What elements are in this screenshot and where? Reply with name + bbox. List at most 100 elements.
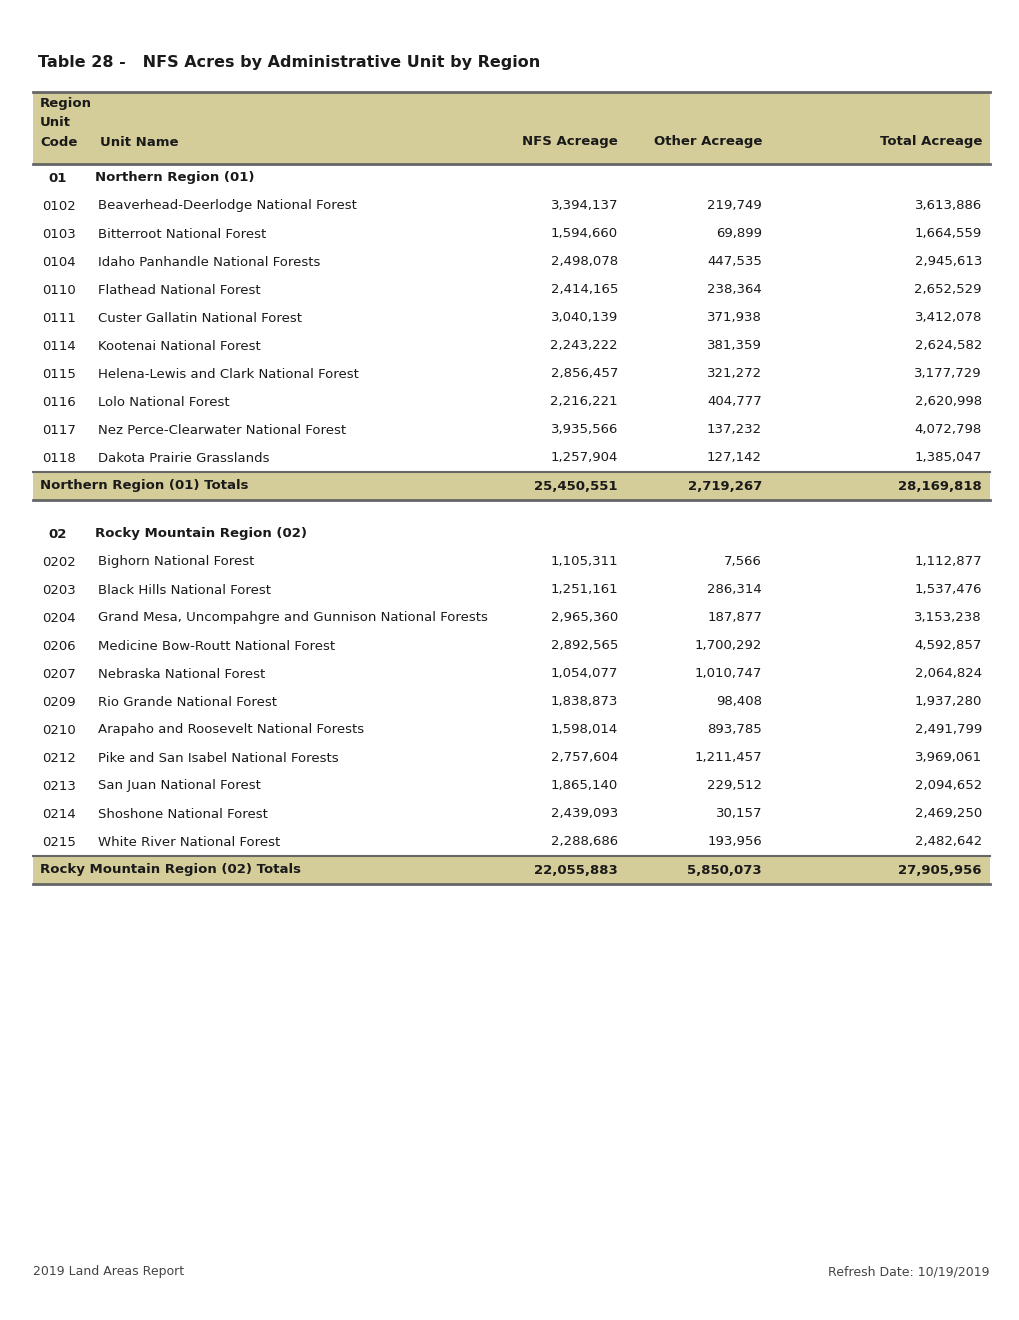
Text: 2,064,824: 2,064,824 — [914, 668, 981, 681]
Text: 238,364: 238,364 — [706, 284, 761, 297]
Text: 1,257,904: 1,257,904 — [550, 451, 618, 465]
Bar — [33, 855, 989, 884]
Text: Bighorn National Forest: Bighorn National Forest — [98, 556, 254, 569]
Text: Lolo National Forest: Lolo National Forest — [98, 396, 229, 408]
Text: Bitterroot National Forest: Bitterroot National Forest — [98, 227, 266, 240]
Text: Total Acreage: Total Acreage — [878, 136, 981, 149]
Text: 447,535: 447,535 — [706, 256, 761, 268]
Text: 01: 01 — [48, 172, 66, 185]
Text: Northern Region (01) Totals: Northern Region (01) Totals — [40, 479, 249, 492]
Text: 2,439,093: 2,439,093 — [550, 808, 618, 821]
Text: 219,749: 219,749 — [706, 199, 761, 213]
Text: 381,359: 381,359 — [706, 339, 761, 352]
Text: 2019 Land Areas Report: 2019 Land Areas Report — [33, 1266, 184, 1279]
Text: 4,072,798: 4,072,798 — [914, 424, 981, 437]
Text: 2,856,457: 2,856,457 — [550, 367, 618, 380]
Text: 30,157: 30,157 — [714, 808, 761, 821]
Text: 02: 02 — [48, 528, 66, 540]
Text: Idaho Panhandle National Forests: Idaho Panhandle National Forests — [98, 256, 320, 268]
Text: 2,892,565: 2,892,565 — [550, 639, 618, 652]
Text: 0213: 0213 — [42, 780, 75, 792]
Text: 321,272: 321,272 — [706, 367, 761, 380]
Text: Refresh Date: 10/19/2019: Refresh Date: 10/19/2019 — [827, 1266, 989, 1279]
Text: 371,938: 371,938 — [706, 312, 761, 325]
Text: 27,905,956: 27,905,956 — [898, 863, 981, 876]
Text: Nebraska National Forest: Nebraska National Forest — [98, 668, 265, 681]
Text: Dakota Prairie Grasslands: Dakota Prairie Grasslands — [98, 451, 269, 465]
Text: 5,850,073: 5,850,073 — [687, 863, 761, 876]
Text: 1,385,047: 1,385,047 — [914, 451, 981, 465]
Text: 893,785: 893,785 — [706, 723, 761, 737]
Text: 1,664,559: 1,664,559 — [914, 227, 981, 240]
Text: 1,211,457: 1,211,457 — [694, 751, 761, 764]
Text: 0111: 0111 — [42, 312, 75, 325]
Text: 0103: 0103 — [42, 227, 75, 240]
Text: Helena-Lewis and Clark National Forest: Helena-Lewis and Clark National Forest — [98, 367, 359, 380]
Text: 2,469,250: 2,469,250 — [914, 808, 981, 821]
Text: 1,598,014: 1,598,014 — [550, 723, 618, 737]
Text: NFS Acreage: NFS Acreage — [522, 136, 618, 149]
Text: Pike and San Isabel National Forests: Pike and San Isabel National Forests — [98, 751, 338, 764]
Text: Beaverhead-Deerlodge National Forest: Beaverhead-Deerlodge National Forest — [98, 199, 357, 213]
Text: 0116: 0116 — [42, 396, 75, 408]
Text: San Juan National Forest: San Juan National Forest — [98, 780, 261, 792]
Text: Unit Name: Unit Name — [100, 136, 178, 149]
Text: White River National Forest: White River National Forest — [98, 836, 280, 849]
Text: 3,177,729: 3,177,729 — [913, 367, 981, 380]
Text: Rocky Mountain Region (02) Totals: Rocky Mountain Region (02) Totals — [40, 863, 301, 876]
Text: Arapaho and Roosevelt National Forests: Arapaho and Roosevelt National Forests — [98, 723, 364, 737]
Text: Flathead National Forest: Flathead National Forest — [98, 284, 261, 297]
Text: 404,777: 404,777 — [706, 396, 761, 408]
Text: 2,414,165: 2,414,165 — [550, 284, 618, 297]
Text: Table 28 -   NFS Acres by Administrative Unit by Region: Table 28 - NFS Acres by Administrative U… — [38, 55, 540, 70]
Text: 0117: 0117 — [42, 424, 75, 437]
Text: 1,112,877: 1,112,877 — [913, 556, 981, 569]
Text: 7,566: 7,566 — [723, 556, 761, 569]
Text: 25,450,551: 25,450,551 — [534, 479, 618, 492]
Text: 3,969,061: 3,969,061 — [914, 751, 981, 764]
Text: 229,512: 229,512 — [706, 780, 761, 792]
Text: Black Hills National Forest: Black Hills National Forest — [98, 583, 271, 597]
Text: 187,877: 187,877 — [706, 611, 761, 624]
Text: 28,169,818: 28,169,818 — [898, 479, 981, 492]
Text: 22,055,883: 22,055,883 — [534, 863, 618, 876]
Text: 0104: 0104 — [42, 256, 75, 268]
Text: Shoshone National Forest: Shoshone National Forest — [98, 808, 268, 821]
Text: 193,956: 193,956 — [706, 836, 761, 849]
Text: 69,899: 69,899 — [715, 227, 761, 240]
Text: 0207: 0207 — [42, 668, 75, 681]
Text: 2,216,221: 2,216,221 — [550, 396, 618, 408]
Text: 1,700,292: 1,700,292 — [694, 639, 761, 652]
Text: 1,105,311: 1,105,311 — [550, 556, 618, 569]
Text: 2,945,613: 2,945,613 — [914, 256, 981, 268]
Text: 2,243,222: 2,243,222 — [550, 339, 618, 352]
Text: 0214: 0214 — [42, 808, 75, 821]
Text: 0110: 0110 — [42, 284, 75, 297]
Text: Kootenai National Forest: Kootenai National Forest — [98, 339, 261, 352]
Text: 3,394,137: 3,394,137 — [550, 199, 618, 213]
Text: 286,314: 286,314 — [706, 583, 761, 597]
Text: 2,624,582: 2,624,582 — [914, 339, 981, 352]
Text: 2,652,529: 2,652,529 — [914, 284, 981, 297]
Text: 1,537,476: 1,537,476 — [914, 583, 981, 597]
Text: 1,865,140: 1,865,140 — [550, 780, 618, 792]
Text: 3,613,886: 3,613,886 — [914, 199, 981, 213]
Text: 0209: 0209 — [42, 696, 75, 709]
Text: Grand Mesa, Uncompahgre and Gunnison National Forests: Grand Mesa, Uncompahgre and Gunnison Nat… — [98, 611, 487, 624]
Text: Other Acreage: Other Acreage — [653, 136, 761, 149]
Text: 2,288,686: 2,288,686 — [550, 836, 618, 849]
Text: 3,412,078: 3,412,078 — [914, 312, 981, 325]
Text: 1,251,161: 1,251,161 — [550, 583, 618, 597]
Text: Rocky Mountain Region (02): Rocky Mountain Region (02) — [95, 528, 307, 540]
Text: 1,010,747: 1,010,747 — [694, 668, 761, 681]
Text: Code: Code — [40, 136, 77, 149]
Text: 0202: 0202 — [42, 556, 75, 569]
Text: 3,935,566: 3,935,566 — [550, 424, 618, 437]
Text: 0114: 0114 — [42, 339, 75, 352]
Text: 1,937,280: 1,937,280 — [914, 696, 981, 709]
Text: 3,040,139: 3,040,139 — [550, 312, 618, 325]
Text: 2,757,604: 2,757,604 — [550, 751, 618, 764]
Text: 137,232: 137,232 — [706, 424, 761, 437]
Text: 2,620,998: 2,620,998 — [914, 396, 981, 408]
Text: 3,153,238: 3,153,238 — [913, 611, 981, 624]
